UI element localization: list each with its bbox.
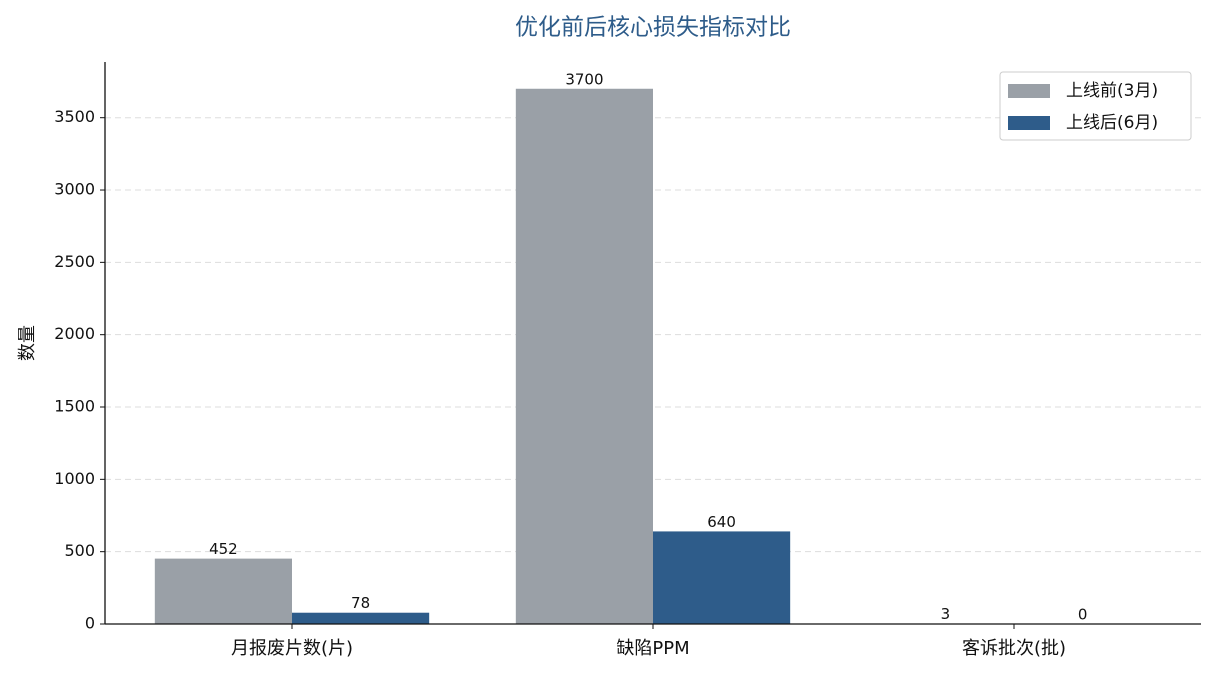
value-label: 78: [351, 594, 370, 612]
bar: [154, 558, 292, 624]
value-label: 3700: [565, 70, 603, 88]
value-label: 452: [209, 540, 238, 558]
legend-label: 上线后(6月): [1066, 113, 1158, 133]
chart-title: 优化前后核心损失指标对比: [515, 15, 791, 41]
y-axis-label: 数量: [17, 325, 38, 361]
y-tick-label: 1500: [54, 397, 95, 416]
value-label: 3: [941, 605, 951, 623]
legend-label: 上线前(3月): [1066, 81, 1158, 101]
y-tick-label: 0: [85, 614, 95, 633]
y-tick-label: 2500: [54, 252, 95, 271]
legend-swatch: [1008, 116, 1050, 130]
x-tick-label: 缺陷PPM: [616, 638, 689, 659]
bar: [515, 88, 653, 624]
y-tick-label: 2000: [54, 324, 95, 343]
x-tick-label: 月报废片数(片): [231, 638, 353, 659]
y-tick-label: 500: [64, 541, 95, 560]
y-tick-label: 3500: [54, 107, 95, 126]
x-tick-label: 客诉批次(批): [962, 638, 1066, 659]
legend-swatch: [1008, 84, 1050, 98]
y-tick-label: 3000: [54, 180, 95, 199]
value-label: 640: [707, 513, 736, 531]
bar: [291, 612, 430, 624]
y-tick-label: 1000: [54, 469, 95, 488]
bar: [653, 531, 791, 624]
value-label: 0: [1078, 606, 1088, 624]
